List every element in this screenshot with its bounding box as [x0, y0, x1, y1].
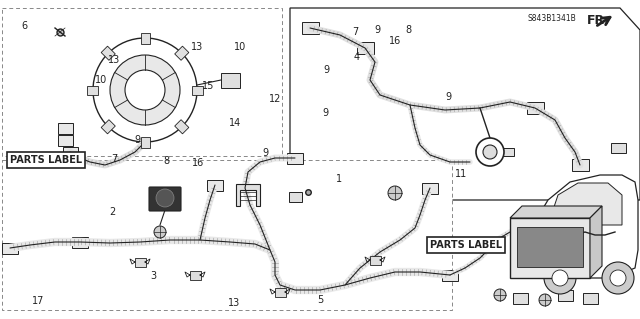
Text: 5: 5 — [317, 295, 323, 305]
Circle shape — [610, 270, 626, 286]
FancyBboxPatch shape — [287, 152, 303, 164]
FancyBboxPatch shape — [582, 293, 598, 303]
FancyBboxPatch shape — [570, 232, 579, 239]
Text: 4: 4 — [354, 52, 360, 62]
Text: 13: 13 — [191, 42, 204, 52]
Circle shape — [544, 262, 576, 294]
FancyBboxPatch shape — [101, 120, 115, 134]
Text: 12: 12 — [269, 94, 282, 104]
Text: 16: 16 — [389, 36, 402, 47]
FancyBboxPatch shape — [189, 271, 200, 279]
Text: 7: 7 — [352, 27, 358, 37]
Polygon shape — [236, 184, 260, 206]
FancyBboxPatch shape — [611, 143, 625, 153]
Circle shape — [552, 270, 568, 286]
Text: 17: 17 — [32, 296, 45, 307]
FancyBboxPatch shape — [356, 42, 374, 54]
Circle shape — [602, 262, 634, 294]
Circle shape — [539, 294, 551, 306]
FancyBboxPatch shape — [611, 228, 620, 235]
FancyBboxPatch shape — [63, 146, 77, 158]
Circle shape — [110, 55, 180, 125]
FancyBboxPatch shape — [207, 180, 223, 190]
Polygon shape — [590, 206, 602, 278]
FancyBboxPatch shape — [191, 85, 202, 94]
FancyBboxPatch shape — [58, 122, 72, 133]
Text: 16: 16 — [192, 158, 205, 168]
Circle shape — [388, 186, 402, 200]
FancyBboxPatch shape — [141, 137, 150, 147]
Text: 9: 9 — [262, 148, 269, 158]
Circle shape — [154, 226, 166, 238]
Text: 7: 7 — [111, 154, 117, 164]
FancyBboxPatch shape — [301, 22, 319, 34]
Text: 9: 9 — [323, 65, 330, 75]
FancyBboxPatch shape — [2, 8, 282, 156]
Text: 13: 13 — [108, 55, 120, 65]
Text: 10: 10 — [234, 42, 246, 52]
FancyBboxPatch shape — [289, 192, 301, 202]
Text: S843B1341B: S843B1341B — [527, 14, 576, 23]
FancyBboxPatch shape — [517, 227, 583, 267]
Circle shape — [476, 138, 504, 166]
FancyBboxPatch shape — [502, 148, 513, 156]
FancyBboxPatch shape — [72, 236, 88, 248]
Text: 13: 13 — [227, 298, 240, 308]
Circle shape — [93, 38, 197, 142]
Text: 9: 9 — [445, 92, 451, 102]
FancyBboxPatch shape — [513, 293, 527, 303]
Text: 8: 8 — [163, 156, 170, 166]
Text: FR.: FR. — [587, 14, 610, 27]
FancyBboxPatch shape — [141, 33, 150, 43]
FancyBboxPatch shape — [557, 290, 573, 300]
Text: 10: 10 — [95, 75, 108, 85]
FancyBboxPatch shape — [442, 270, 458, 280]
FancyBboxPatch shape — [595, 232, 605, 239]
Polygon shape — [290, 8, 640, 200]
Text: 6: 6 — [21, 21, 28, 31]
FancyBboxPatch shape — [572, 159, 589, 171]
FancyBboxPatch shape — [175, 46, 189, 60]
Text: PARTS LABEL: PARTS LABEL — [10, 155, 82, 165]
Polygon shape — [510, 206, 602, 218]
FancyBboxPatch shape — [149, 187, 181, 211]
Text: 15: 15 — [202, 81, 214, 91]
FancyBboxPatch shape — [369, 256, 381, 264]
Text: 14: 14 — [229, 118, 242, 128]
FancyBboxPatch shape — [554, 226, 563, 234]
FancyBboxPatch shape — [175, 120, 189, 134]
FancyBboxPatch shape — [58, 135, 72, 145]
Polygon shape — [548, 183, 622, 225]
FancyBboxPatch shape — [88, 85, 99, 94]
Circle shape — [494, 289, 506, 301]
FancyBboxPatch shape — [422, 182, 438, 194]
Text: 9: 9 — [322, 108, 328, 118]
Text: 9: 9 — [374, 25, 381, 35]
Text: 11: 11 — [454, 169, 467, 179]
FancyBboxPatch shape — [221, 72, 239, 87]
FancyBboxPatch shape — [134, 257, 145, 266]
FancyBboxPatch shape — [527, 102, 543, 114]
Text: 2: 2 — [109, 207, 115, 217]
Text: 1: 1 — [336, 174, 342, 184]
Circle shape — [156, 189, 174, 207]
FancyBboxPatch shape — [2, 160, 452, 310]
Text: 8: 8 — [405, 25, 412, 35]
Polygon shape — [530, 175, 638, 278]
Circle shape — [125, 70, 165, 110]
Text: 3: 3 — [150, 271, 157, 281]
FancyBboxPatch shape — [275, 287, 285, 296]
FancyBboxPatch shape — [2, 242, 18, 254]
Text: PARTS LABEL: PARTS LABEL — [430, 240, 502, 250]
Circle shape — [483, 145, 497, 159]
Text: 9: 9 — [134, 135, 141, 145]
FancyBboxPatch shape — [101, 46, 115, 60]
FancyBboxPatch shape — [510, 218, 590, 278]
